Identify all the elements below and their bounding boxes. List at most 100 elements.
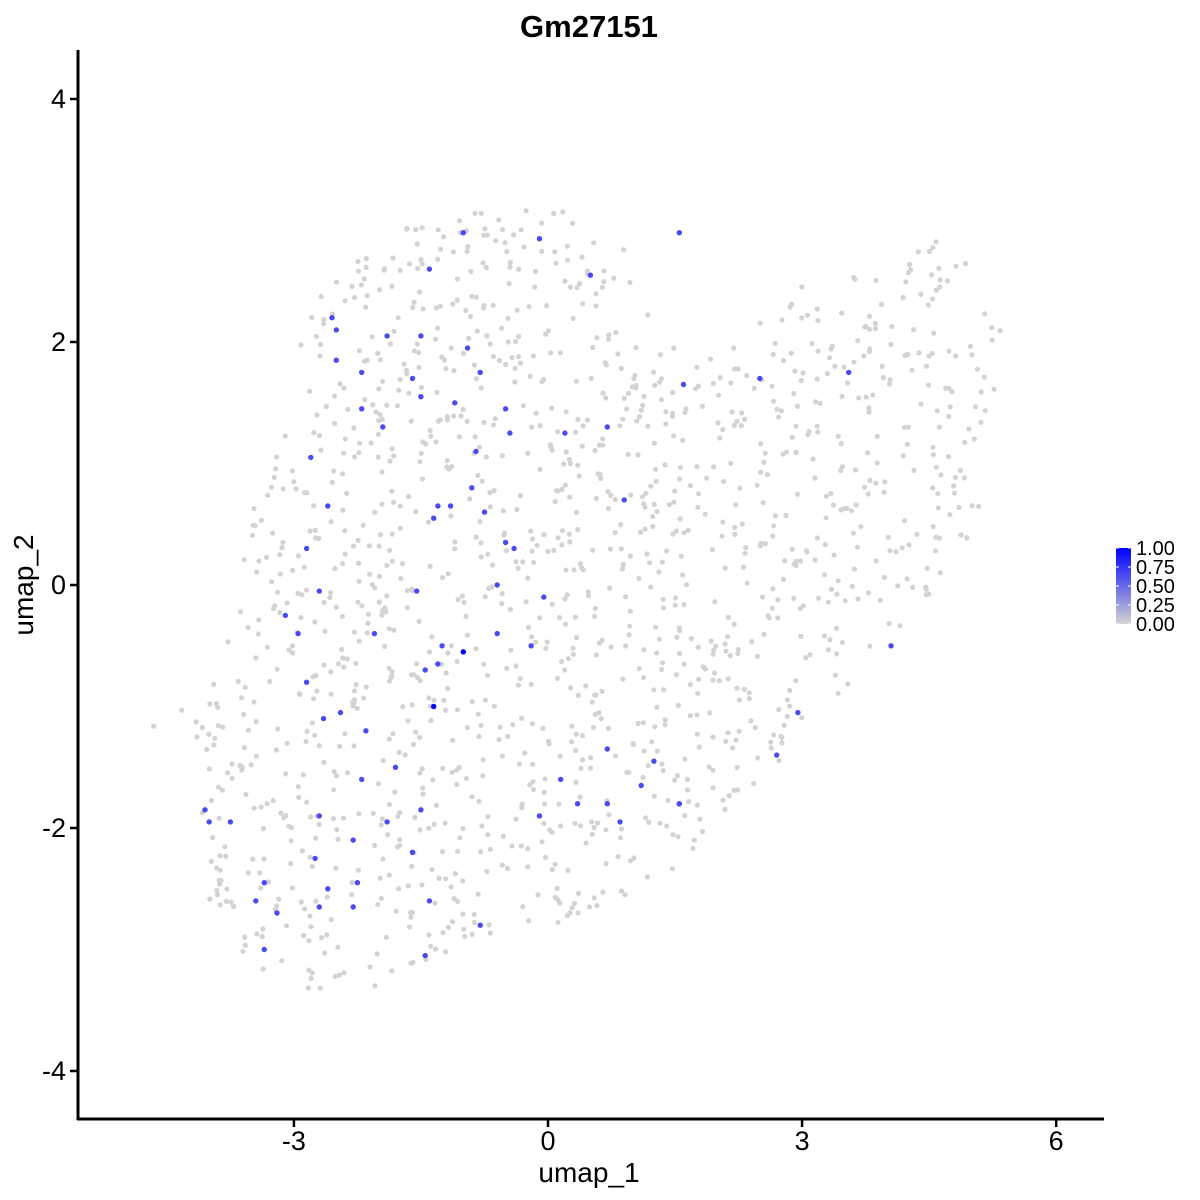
background-point bbox=[387, 341, 393, 347]
expressing-point bbox=[329, 315, 335, 321]
background-point bbox=[672, 777, 678, 783]
background-point bbox=[787, 687, 793, 694]
background-point bbox=[570, 220, 576, 226]
background-point bbox=[224, 886, 230, 892]
expressing-point bbox=[888, 643, 894, 649]
background-point bbox=[411, 348, 417, 354]
background-point bbox=[751, 780, 757, 787]
background-point bbox=[780, 576, 787, 583]
background-point bbox=[787, 304, 793, 310]
background-point bbox=[406, 494, 412, 500]
background-point bbox=[598, 716, 604, 722]
background-point bbox=[363, 304, 369, 310]
background-point bbox=[379, 501, 385, 507]
background-point bbox=[778, 733, 784, 739]
background-point bbox=[603, 362, 609, 368]
background-point bbox=[328, 691, 334, 697]
background-point bbox=[317, 341, 324, 348]
background-point bbox=[978, 389, 984, 395]
color-legend-label: 0.50 bbox=[1136, 576, 1175, 598]
background-point bbox=[976, 503, 982, 509]
background-point bbox=[881, 489, 887, 495]
y-axis-title: umap_2 bbox=[8, 534, 39, 635]
background-point bbox=[798, 633, 804, 640]
background-point bbox=[525, 575, 531, 581]
background-point bbox=[861, 353, 867, 359]
background-point bbox=[321, 321, 327, 327]
background-point bbox=[557, 753, 563, 759]
background-point bbox=[562, 621, 569, 627]
background-point bbox=[481, 302, 487, 309]
background-point bbox=[918, 401, 924, 407]
x-tick-label: 6 bbox=[1049, 1126, 1064, 1156]
background-point bbox=[463, 307, 469, 314]
background-point bbox=[521, 244, 527, 250]
x-axis-title: umap_1 bbox=[538, 1157, 639, 1188]
background-point bbox=[576, 473, 582, 479]
background-point bbox=[709, 547, 716, 553]
background-point bbox=[255, 631, 261, 637]
background-point bbox=[783, 512, 789, 519]
background-point bbox=[193, 719, 199, 725]
background-point bbox=[914, 531, 920, 538]
background-point bbox=[929, 272, 935, 278]
background-point bbox=[454, 707, 460, 713]
background-point bbox=[386, 626, 392, 632]
background-point bbox=[259, 933, 265, 940]
background-point bbox=[485, 814, 491, 820]
background-point bbox=[208, 797, 214, 804]
background-point bbox=[231, 903, 237, 910]
background-point bbox=[961, 475, 968, 481]
background-point bbox=[264, 801, 270, 807]
background-point bbox=[528, 634, 535, 640]
background-point bbox=[680, 437, 686, 443]
expressing-point bbox=[206, 819, 212, 825]
background-point bbox=[662, 717, 668, 723]
expressing-point bbox=[414, 588, 420, 594]
background-point bbox=[389, 283, 395, 289]
expressing-point bbox=[409, 849, 416, 855]
background-point bbox=[376, 573, 383, 579]
background-point bbox=[279, 545, 285, 551]
background-point bbox=[640, 402, 646, 408]
background-point bbox=[851, 359, 857, 365]
background-point bbox=[568, 685, 574, 691]
background-point bbox=[599, 688, 605, 695]
background-point bbox=[664, 548, 670, 554]
background-point bbox=[380, 378, 386, 384]
background-point bbox=[516, 354, 522, 360]
background-point bbox=[386, 736, 392, 742]
expressing-point bbox=[604, 746, 610, 752]
background-point bbox=[873, 480, 879, 486]
background-point bbox=[684, 776, 691, 783]
background-point bbox=[483, 454, 489, 460]
background-point bbox=[303, 587, 310, 593]
background-point bbox=[580, 301, 586, 307]
expressing-point bbox=[202, 807, 208, 813]
background-point bbox=[597, 471, 603, 477]
background-point bbox=[982, 408, 988, 414]
background-point bbox=[814, 306, 820, 312]
background-point bbox=[444, 464, 450, 470]
background-point bbox=[481, 419, 487, 426]
background-point bbox=[418, 450, 424, 456]
background-point bbox=[490, 422, 497, 428]
background-point bbox=[349, 283, 355, 289]
background-point bbox=[853, 502, 859, 508]
background-point bbox=[662, 722, 668, 728]
background-point bbox=[222, 844, 228, 850]
background-point bbox=[963, 261, 969, 267]
background-point bbox=[241, 711, 247, 718]
background-point bbox=[659, 761, 665, 767]
background-point bbox=[367, 571, 373, 577]
background-point bbox=[379, 608, 386, 614]
background-point bbox=[308, 975, 314, 982]
background-point bbox=[335, 944, 341, 950]
background-point bbox=[570, 645, 576, 651]
background-point bbox=[240, 948, 246, 954]
background-point bbox=[562, 596, 568, 602]
background-point bbox=[251, 805, 257, 811]
background-point bbox=[503, 361, 509, 367]
background-point bbox=[758, 441, 764, 447]
